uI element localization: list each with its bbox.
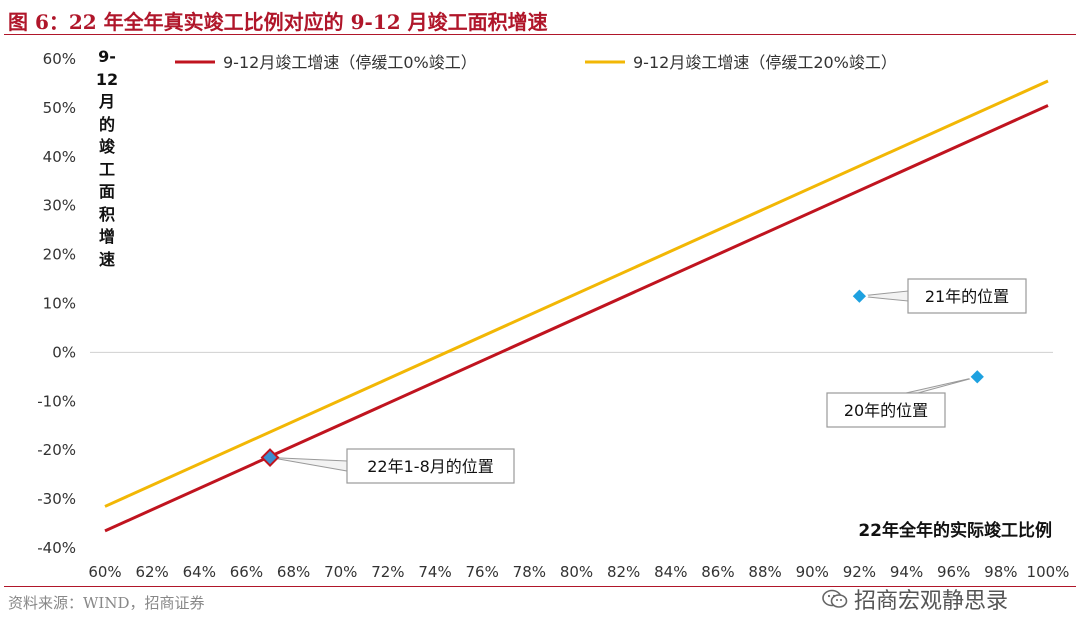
y-tick-label: -20% <box>37 441 76 459</box>
x-tick-label: 88% <box>748 563 781 581</box>
x-tick-label: 98% <box>984 563 1017 581</box>
x-tick-label: 60% <box>88 563 121 581</box>
x-tick-label: 100% <box>1027 563 1070 581</box>
y-axis-title-char: 面 <box>98 182 115 201</box>
x-tick-label: 62% <box>135 563 168 581</box>
legend-label: 9-12月竣工增速（停缓工0%竣工） <box>223 53 477 72</box>
x-tick-label: 82% <box>607 563 640 581</box>
callout-label: 21年的位置 <box>925 287 1009 306</box>
x-tick-label: 74% <box>418 563 451 581</box>
source-note: 资料来源：WIND，招商证券 <box>8 594 205 612</box>
y-axis-title-char: 增 <box>98 227 115 246</box>
y-tick-label: 0% <box>52 343 76 361</box>
x-tick-label: 78% <box>513 563 546 581</box>
y-tick-label: 60% <box>43 50 76 68</box>
callout-label: 20年的位置 <box>844 401 928 420</box>
y-axis-title-char: 竣 <box>98 137 115 156</box>
y-axis-title-char: 速 <box>98 249 115 269</box>
x-tick-label: 86% <box>701 563 734 581</box>
x-tick-label: 64% <box>183 563 216 581</box>
series-lines <box>104 79 1049 533</box>
y-axis-title-char: 积 <box>98 204 115 224</box>
callout-box <box>346 448 515 484</box>
watermark-text: 招商宏观静思录 <box>854 589 1009 614</box>
x-tick-label: 96% <box>937 563 970 581</box>
series-line-1 <box>104 79 1049 508</box>
callout-box <box>826 392 946 428</box>
y-axis-title-char: 的 <box>98 114 115 134</box>
x-tick-labels: 60% 62% 64% 66% 68% 70% 72% 74% 76% 78% 80% 82% 84% 8… <box>88 563 1069 581</box>
x-tick-label: 80% <box>560 563 593 581</box>
callout-label: 22年1-8月的位置 <box>367 457 494 476</box>
x-tick-label: 68% <box>277 563 310 581</box>
figure-title: 图 6：22 年全年真实竣工比例对应的 9-12 月竣工面积增速 <box>8 10 548 34</box>
callouts: 22年1-8月的位置 21年的位置 20年的位置 <box>260 278 1027 484</box>
y-axis-title: 9- 12 月的竣工面积增速 <box>95 46 119 271</box>
y-tick-label: 10% <box>43 295 76 313</box>
x-tick-label: 66% <box>230 563 263 581</box>
x-tick-label: 72% <box>371 563 404 581</box>
y-tick-labels: 60% 50% 40% 30% 20% 10% 0% -10% -20% -30% -40% <box>37 50 76 557</box>
title-divider <box>4 34 1076 35</box>
y-axis-title-char: 12 <box>95 69 119 89</box>
y-axis-title-char: 9- <box>98 47 116 66</box>
y-tick-label: 20% <box>43 246 76 264</box>
watermark: 招商宏观静思录 <box>822 583 1008 615</box>
wechat-icon <box>822 589 848 608</box>
callout-pointer <box>905 376 978 394</box>
x-tick-label: 76% <box>466 563 499 581</box>
y-tick-label: -30% <box>37 490 76 508</box>
x-axis-title: 22年全年的实际竣工比例 <box>858 520 1052 541</box>
x-tick-label: 70% <box>324 563 357 581</box>
y-axis-title-char: 工 <box>98 159 115 179</box>
y-tick-label: 50% <box>43 99 76 117</box>
callout-pointer <box>269 457 348 472</box>
y-tick-label: -10% <box>37 392 76 410</box>
source-divider <box>4 586 1076 587</box>
y-tick-label: 30% <box>43 197 76 215</box>
legend: 9-12月竣工增速（停缓工0%竣工） 9-12月竣工增速（停缓工20%竣工） <box>175 53 897 72</box>
data-point-marker <box>260 448 280 467</box>
x-tick-label: 92% <box>843 563 876 581</box>
x-tick-label: 84% <box>654 563 687 581</box>
data-point-marker <box>849 286 869 306</box>
callout-box <box>907 278 1027 314</box>
x-tick-label: 94% <box>890 563 923 581</box>
y-axis-title-char: 月 <box>98 92 115 111</box>
y-tick-label: 40% <box>43 148 76 166</box>
data-point-marker <box>967 367 987 387</box>
series-line-0 <box>104 104 1049 533</box>
y-tick-label: -40% <box>37 539 76 557</box>
x-tick-label: 90% <box>796 563 829 581</box>
legend-label: 9-12月竣工增速（停缓工20%竣工） <box>633 53 897 72</box>
